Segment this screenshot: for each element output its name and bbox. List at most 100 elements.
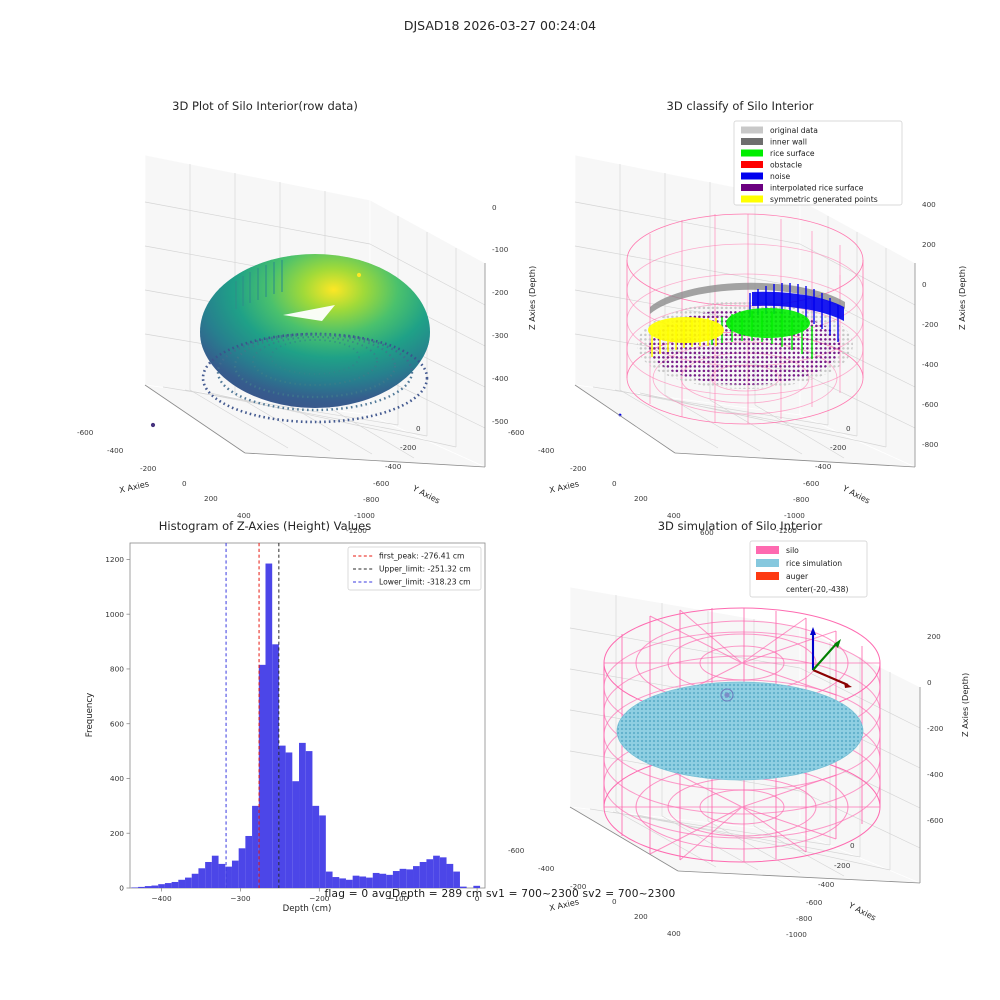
- legend-item[interactable]: symmetric generated points: [741, 195, 878, 204]
- y-tick-label: 1200: [105, 555, 124, 564]
- histogram-axes: 0 200 400 600 800 1000 1200 −400 −300 −200 −100 0 …: [85, 542, 486, 914]
- legend-item[interactable]: obstacle: [741, 161, 802, 170]
- legend-item[interactable]: rice simulation: [756, 559, 842, 568]
- histogram-bar: [144, 886, 152, 888]
- histogram-bar: [413, 866, 420, 888]
- legend-label: interpolated rice surface: [770, 184, 864, 193]
- svg-text:X Axies: X Axies: [118, 478, 150, 495]
- svg-text:400: 400: [237, 511, 251, 520]
- legend-item[interactable]: original data: [741, 126, 818, 135]
- histogram-bar: [131, 887, 139, 888]
- histogram-bar: [459, 886, 467, 888]
- raw-z-ticks: 0 -100 -200 -300 -400 -500 Z Axies (Dept…: [492, 203, 537, 426]
- legend-item[interactable]: rice surface: [741, 149, 815, 158]
- histogram-y-ticks: 0 200 400 600 800 1000 1200: [105, 555, 130, 893]
- svg-text:-500: -500: [492, 417, 509, 426]
- svg-text:-400: -400: [538, 446, 555, 455]
- histogram-xlabel: Depth (cm): [283, 904, 332, 914]
- histogram-bar: [419, 861, 427, 888]
- legend-label: Lower_limit: -318.23 cm: [379, 578, 471, 587]
- legend-item[interactable]: interpolated rice surface: [741, 184, 864, 193]
- histogram-bar: [218, 863, 226, 888]
- svg-text:X Axies: X Axies: [548, 478, 580, 495]
- raw-3d-axes: -600 -400 -200 0 200 400 X Axies 0 -200 …: [77, 154, 537, 535]
- histogram-bar: [386, 874, 393, 888]
- histogram-bar: [211, 855, 219, 888]
- svg-text:0: 0: [927, 678, 932, 687]
- histogram-bar: [352, 875, 360, 888]
- svg-text:-400: -400: [538, 864, 555, 873]
- svg-text:200: 200: [922, 240, 936, 249]
- y-tick-label: 1000: [105, 610, 124, 619]
- svg-text:200: 200: [927, 632, 941, 641]
- histogram-bar: [245, 835, 253, 888]
- svg-text:-800: -800: [922, 440, 939, 449]
- histogram-bar: [473, 885, 481, 888]
- histogram-bars: [131, 563, 481, 888]
- svg-text:Z Axies (Depth): Z Axies (Depth): [960, 673, 970, 737]
- svg-text:-600: -600: [373, 479, 390, 488]
- legend-label: rice surface: [770, 149, 815, 158]
- svg-text:600: 600: [700, 528, 714, 537]
- svg-text:-400: -400: [492, 374, 509, 383]
- histogram-bar: [252, 805, 259, 888]
- y-tick-label: 400: [110, 774, 124, 783]
- legend-item[interactable]: auger: [756, 572, 809, 581]
- histogram-bar: [379, 873, 387, 888]
- legend-item[interactable]: Lower_limit: -318.23 cm: [353, 578, 471, 587]
- histogram-bar: [258, 664, 266, 888]
- x-tick-label: −100: [388, 894, 409, 903]
- svg-text:-600: -600: [922, 400, 939, 409]
- svg-text:-1000: -1000: [354, 511, 375, 520]
- panel-raw-3d: 3D Plot of Silo Interior(row data): [30, 95, 537, 535]
- svg-text:0: 0: [612, 897, 617, 906]
- legend-item[interactable]: noise: [741, 172, 791, 181]
- legend-label: first_peak: -276.41 cm: [379, 552, 464, 561]
- svg-text:-400: -400: [385, 462, 402, 471]
- legend-item[interactable]: first_peak: -276.41 cm: [353, 552, 464, 561]
- panel-classify-3d: 3D classify of Silo Interior: [500, 95, 980, 537]
- svg-text:Z Axies (Depth): Z Axies (Depth): [527, 266, 537, 330]
- svg-text:-400: -400: [922, 360, 939, 369]
- svg-text:-300: -300: [492, 331, 509, 340]
- histogram-bar: [158, 884, 165, 888]
- svg-text:-600: -600: [806, 898, 823, 907]
- status-line: flag = 0 avgDepth = 289 cm sv1 = 700~230…: [324, 888, 676, 900]
- figure-title: DJSAD18 2026-03-27 00:24:04: [403, 18, 597, 33]
- orientation-triad: [810, 627, 852, 688]
- svg-text:-600: -600: [508, 428, 525, 437]
- panel-histogram-title: Histogram of Z-Axies (Height) Values: [158, 519, 372, 533]
- rice-simulation-surface: [616, 681, 864, 781]
- histogram-bar: [345, 879, 353, 888]
- histogram-bar: [372, 872, 380, 888]
- svg-text:-800: -800: [796, 914, 813, 923]
- svg-text:-200: -200: [400, 443, 417, 452]
- legend-item[interactable]: silo: [756, 546, 799, 555]
- legend-item[interactable]: Upper_limit: -251.32 cm: [353, 565, 471, 574]
- panel-simulation-title: 3D simulation of Silo Interior: [657, 519, 823, 533]
- classified-points: [618, 282, 853, 417]
- histogram-bar: [285, 752, 293, 888]
- histogram-bar: [164, 883, 172, 888]
- y-tick-label: 600: [110, 719, 124, 728]
- sim-z-ticks: 200 0 -200 -400 -600 Z Axies (Depth): [927, 632, 970, 825]
- histogram-bar: [205, 861, 212, 888]
- svg-text:-600: -600: [803, 479, 820, 488]
- svg-text:-100: -100: [492, 245, 509, 254]
- histogram-bar: [312, 805, 320, 888]
- legend-label: center(-20,-438): [786, 585, 848, 594]
- svg-text:-200: -200: [927, 724, 944, 733]
- legend-item[interactable]: inner wall: [741, 138, 807, 147]
- histogram-bar: [305, 751, 313, 888]
- histogram-bar: [178, 879, 186, 888]
- svg-text:-200: -200: [492, 288, 509, 297]
- legend-label: silo: [786, 546, 799, 555]
- svg-text:200: 200: [204, 494, 218, 503]
- histogram-bar: [225, 866, 232, 888]
- histogram-legend: first_peak: -276.41 cm Upper_limit: -251…: [347, 546, 482, 591]
- svg-text:400: 400: [667, 511, 681, 520]
- classify-3d-axes: -600 -400 -200 0 200 400 600 X Axies 0 -…: [508, 120, 967, 537]
- legend-label: Upper_limit: -251.32 cm: [379, 565, 471, 574]
- histogram-bar: [359, 876, 367, 888]
